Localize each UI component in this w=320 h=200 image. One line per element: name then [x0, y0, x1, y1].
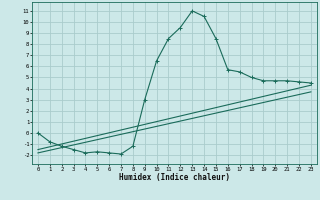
X-axis label: Humidex (Indice chaleur): Humidex (Indice chaleur) [119, 173, 230, 182]
